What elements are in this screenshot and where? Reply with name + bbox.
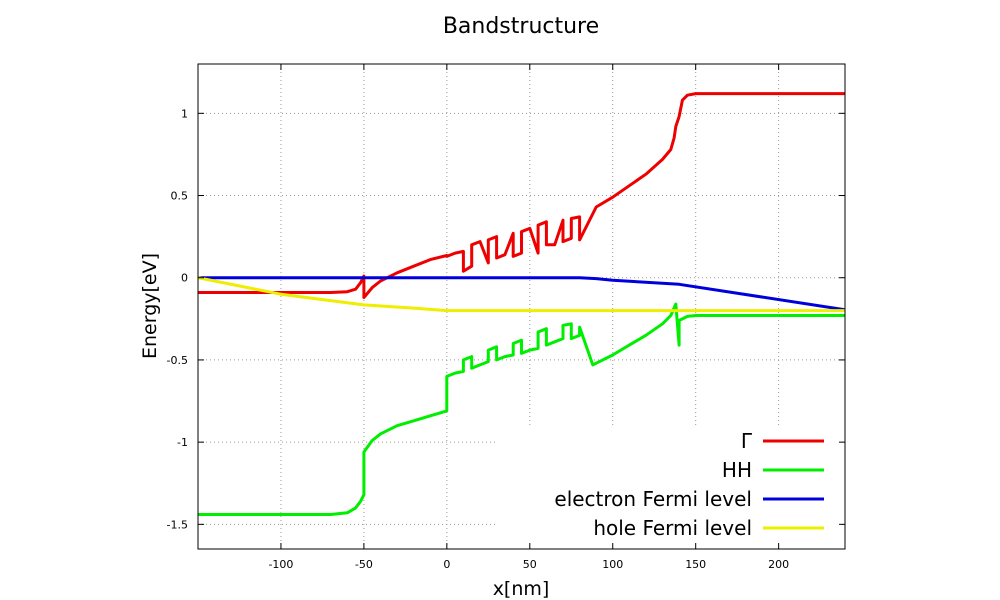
series-line-3 bbox=[198, 276, 845, 313]
legend: Γ HH electron Fermi level hole Fermi level bbox=[554, 429, 824, 540]
legend-label: hole Fermi level bbox=[593, 516, 752, 540]
x-tick-label: -100 bbox=[268, 558, 293, 571]
plot-frame bbox=[197, 63, 846, 550]
y-axis-label: Energy[eV] bbox=[139, 253, 161, 359]
x-tick-label: -50 bbox=[355, 558, 373, 571]
x-tick-label: 200 bbox=[768, 558, 789, 571]
y-tick-label: -1 bbox=[177, 436, 188, 449]
x-axis-label: x[nm] bbox=[493, 578, 550, 600]
legend-label: HH bbox=[722, 458, 752, 482]
x-tick-label: 50 bbox=[523, 558, 537, 571]
legend-label: Γ bbox=[741, 429, 753, 453]
y-tick-label: 1 bbox=[181, 107, 188, 120]
y-tick-label: -0.5 bbox=[167, 354, 188, 367]
y-tick-label: 0 bbox=[181, 272, 188, 285]
legend-label: electron Fermi level bbox=[554, 487, 752, 511]
series-line-2 bbox=[198, 276, 845, 312]
chart-title: Bandstructure bbox=[443, 14, 599, 39]
y-axis-ticks: -1.5 -1 -0.5 0 0.5 1 bbox=[167, 107, 845, 531]
y-tick-label: -1.5 bbox=[167, 518, 188, 531]
x-tick-label: 150 bbox=[685, 558, 706, 571]
data-series bbox=[198, 92, 845, 516]
series-line-0 bbox=[198, 92, 845, 299]
y-tick-label: 0.5 bbox=[171, 190, 189, 203]
legend-background bbox=[495, 428, 840, 546]
x-tick-label: 100 bbox=[602, 558, 623, 571]
x-tick-label: 0 bbox=[443, 558, 450, 571]
x-axis-ticks: -100 -50 0 50 100 150 200 bbox=[268, 64, 789, 571]
series-line-1 bbox=[198, 302, 845, 516]
